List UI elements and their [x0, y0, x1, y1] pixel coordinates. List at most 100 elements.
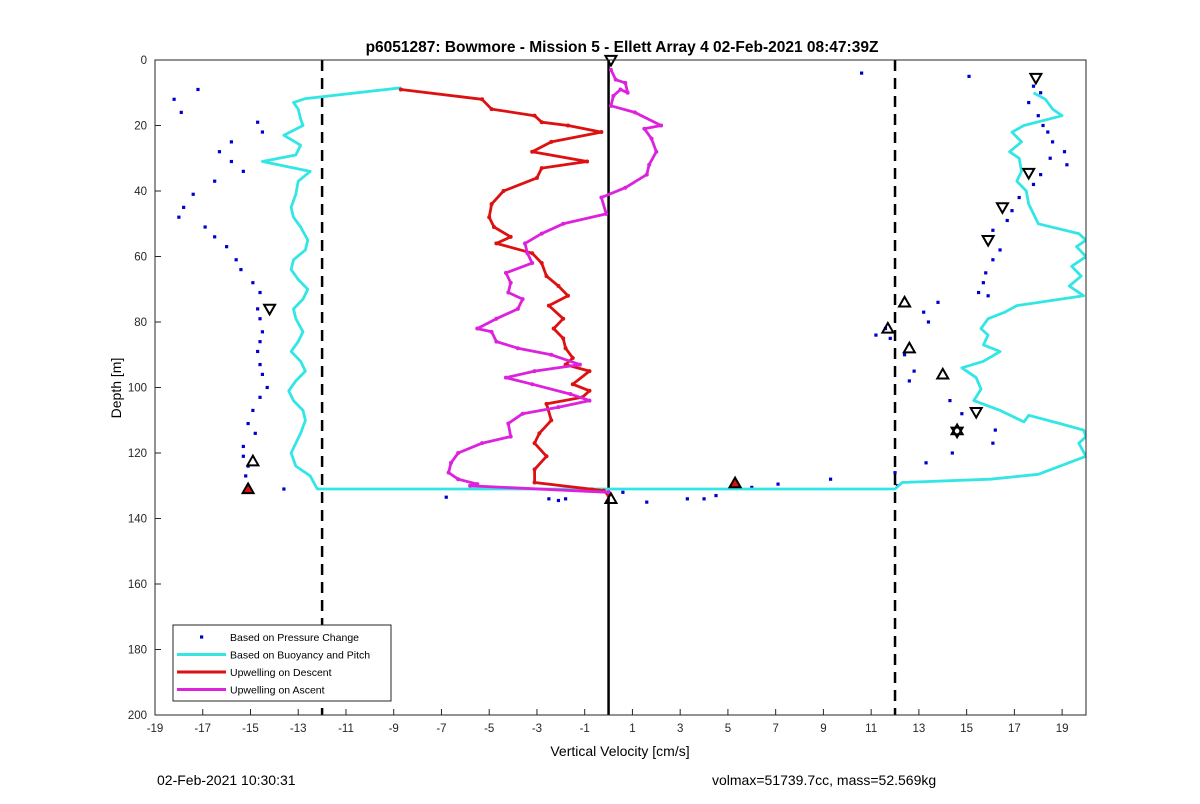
series-point-3: [587, 398, 592, 403]
legend-entry-label: Based on Pressure Change: [230, 632, 359, 644]
series-point-3: [632, 110, 637, 115]
pressure-point: [950, 451, 954, 455]
series-point-2: [556, 283, 561, 288]
series-point-3: [506, 421, 511, 426]
series-point-3: [506, 290, 511, 295]
pressure-point: [179, 110, 183, 114]
series-point-2: [561, 336, 566, 341]
pressure-point: [172, 97, 176, 101]
pressure-point: [251, 408, 255, 413]
up-triangle-marker: [245, 453, 261, 467]
pressure-point: [258, 317, 262, 321]
series-point-2: [489, 202, 494, 207]
series-point-3: [604, 211, 609, 216]
series-point-3: [489, 329, 494, 334]
pressure-point: [258, 362, 262, 367]
x-tick-label: 11: [865, 723, 877, 735]
series-point-3: [503, 375, 508, 380]
pressure-point: [265, 385, 269, 390]
up-triangle-marker: [902, 340, 917, 354]
series-layer: [172, 67, 1086, 504]
pressure-point: [1036, 114, 1040, 118]
series-point-2: [530, 251, 535, 256]
axes: -19 -17 -15 -13 -11 -9 -7 -5 -3 -1 1 3 5 7 9 11 13 15 17 19…: [128, 55, 1087, 735]
pressure-point: [1050, 140, 1055, 144]
series-point-2: [565, 123, 570, 128]
pressure-point: [874, 333, 878, 337]
pressure-point: [196, 87, 200, 92]
series-point-2: [489, 107, 494, 112]
series-point-2: [501, 189, 506, 193]
pressure-point: [926, 320, 931, 324]
series-point-2: [539, 120, 544, 125]
x-axis-label: Vertical Velocity [cm/s]: [550, 743, 689, 759]
series-point-3: [625, 90, 630, 95]
pressure-point: [991, 441, 995, 445]
x-tick-label: 13: [912, 723, 925, 735]
pressure-point: [960, 412, 964, 416]
series-point-2: [561, 316, 566, 321]
series-line-1: [261, 86, 1086, 491]
triangle-markers: [240, 54, 1044, 504]
series-point-3: [456, 451, 461, 455]
series-point-2: [532, 113, 537, 118]
x-tick-label: 1: [629, 723, 635, 735]
series-point-2: [530, 149, 535, 154]
series-point-2: [491, 225, 496, 230]
pressure-point: [258, 340, 262, 344]
pressure-point: [981, 281, 985, 285]
pressure-point: [182, 205, 186, 209]
pressure-point: [828, 477, 833, 481]
series-point-3: [515, 346, 520, 351]
y-tick-label: 100: [128, 383, 147, 395]
pressure-point: [260, 330, 265, 334]
x-tick-label: -19: [147, 723, 164, 735]
pressure-point: [234, 258, 238, 262]
red-triangle-marker: [727, 475, 743, 489]
pressure-point: [776, 482, 780, 486]
pressure-point: [714, 493, 718, 498]
series-point-2: [546, 303, 551, 308]
pressure-point: [260, 372, 265, 376]
x-tick-label: -7: [436, 723, 446, 735]
y-tick-label: 40: [134, 186, 147, 198]
down-triangle-marker: [949, 426, 965, 440]
pressure-point: [251, 281, 255, 285]
pressure-point: [177, 215, 181, 219]
legend: Based on Pressure Change Based on Buoyanc…: [172, 624, 392, 702]
pressure-point: [984, 271, 988, 275]
pressure-point: [1048, 156, 1052, 160]
pressure-point: [229, 140, 233, 144]
series-point-3: [475, 326, 480, 331]
down-triangle-marker: [603, 54, 619, 68]
pressure-point: [893, 471, 897, 475]
x-tick-label: -5: [484, 723, 494, 735]
series-2: [398, 87, 611, 498]
series-point-3: [508, 434, 513, 439]
series-point-3: [577, 362, 582, 367]
pressure-point: [563, 497, 568, 501]
series-point-2: [565, 293, 570, 298]
series-point-2: [544, 401, 549, 406]
legend-entry-label: Upwelling on Descent: [230, 667, 332, 679]
pressure-point: [991, 258, 995, 262]
series-point-3: [525, 251, 530, 256]
series-point-3: [480, 441, 485, 446]
pressure-point: [750, 485, 754, 489]
series-point-2: [587, 369, 592, 374]
series-point-3: [530, 261, 535, 266]
pressure-point: [902, 353, 907, 357]
pressure-point: [976, 290, 981, 295]
pressure-point: [260, 130, 265, 134]
series-point-2: [570, 356, 575, 361]
pressure-point: [1027, 100, 1031, 105]
series-point-2: [587, 388, 592, 393]
series-point-2: [549, 418, 554, 423]
series-point-3: [608, 103, 613, 108]
series-point-3: [647, 162, 652, 167]
series-point-2: [539, 261, 544, 266]
y-tick-label: 60: [134, 252, 147, 264]
down-triangle-marker: [262, 303, 277, 317]
pressure-point: [998, 248, 1002, 252]
pressure-point: [1039, 91, 1043, 95]
